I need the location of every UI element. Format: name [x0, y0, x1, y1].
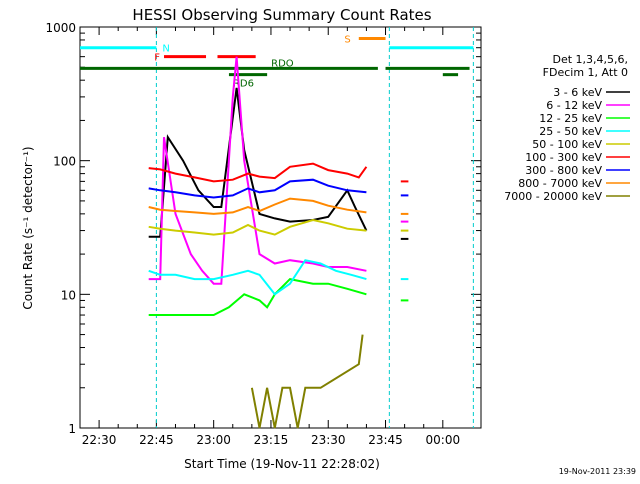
legend-label: 7000 - 20000 keV: [504, 190, 602, 203]
plot-frame: [79, 26, 482, 429]
legend-label: 100 - 300 keV: [525, 151, 602, 164]
series-line-7: [148, 197, 367, 215]
legend-label: 12 - 25 keV: [539, 112, 602, 125]
legend-label: 6 - 12 keV: [546, 99, 602, 112]
flag-label-s: S: [344, 35, 350, 46]
y-axis-label: Count Rate (s⁻¹ detector⁻¹): [21, 146, 35, 309]
x-tick-label: 23:45: [368, 433, 403, 447]
y-tick-label: 1: [68, 422, 76, 436]
footer-timestamp: 19-Nov-2011 23:39: [559, 467, 636, 476]
flag-label-n: N: [162, 44, 169, 55]
series-line-8: [250, 334, 364, 429]
legend-label: 25 - 50 keV: [539, 125, 602, 138]
y-tick-label: 1000: [45, 21, 76, 35]
legend-header-line-1: Det 1,3,4,5,6,: [552, 53, 628, 66]
series-line-3: [148, 259, 367, 296]
x-tick-label: 23:15: [254, 433, 289, 447]
legend-label: 800 - 7000 keV: [518, 177, 602, 190]
x-tick-label: 22:30: [82, 433, 117, 447]
chart-title: HESSI Observing Summary Count Rates: [132, 6, 431, 24]
y-tick-label: 100: [53, 155, 76, 169]
flag-label-f: F: [154, 53, 160, 64]
flag-label-rd6: RD6: [233, 79, 254, 90]
x-tick-label: 00:00: [426, 433, 461, 447]
legend-label: 3 - 6 keV: [553, 86, 602, 99]
series-line-4: [148, 218, 367, 236]
series-line-6: [148, 178, 367, 199]
x-tick-label: 23:30: [311, 433, 346, 447]
legend-label: 300 - 800 keV: [525, 164, 602, 177]
y-tick-label: 10: [61, 288, 76, 302]
series-line-0: [148, 87, 368, 238]
x-tick-label: 22:45: [139, 433, 174, 447]
legend-label: 50 - 100 keV: [532, 138, 602, 151]
legend-header-line-2: FDecim 1, Att 0: [543, 66, 628, 79]
series-line-5: [148, 162, 368, 183]
x-axis-label: Start Time (19-Nov-11 22:28:02): [184, 457, 380, 471]
flag-label-rdo: RDO: [271, 58, 294, 69]
series-line-1: [148, 56, 367, 285]
series-line-2: [148, 278, 367, 316]
x-tick-label: 23:00: [196, 433, 231, 447]
